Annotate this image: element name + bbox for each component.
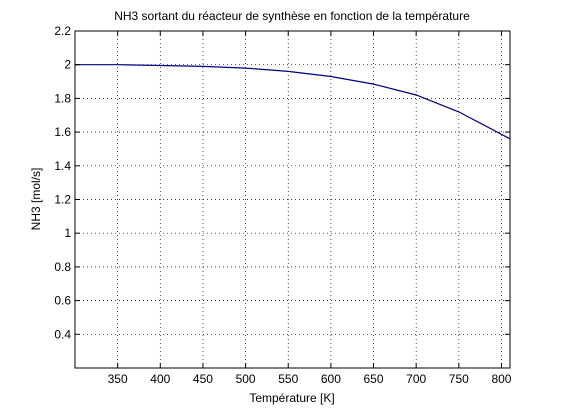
x-tick-label: 700 xyxy=(406,372,426,386)
y-axis-label: NH3 [mol/s] xyxy=(29,168,43,231)
x-tick-label: 800 xyxy=(491,372,511,386)
y-tick-label: 0.8 xyxy=(54,260,71,274)
y-tick-label: 0.4 xyxy=(54,327,71,341)
y-tick-label: 1.8 xyxy=(54,91,71,105)
y-tick-label: 1.6 xyxy=(54,125,71,139)
chart-title: NH3 sortant du réacteur de synthèse en f… xyxy=(114,9,470,23)
y-tick-label: 2.2 xyxy=(54,24,71,38)
y-tick-label: 1.4 xyxy=(54,159,71,173)
x-tick-label: 350 xyxy=(108,372,128,386)
y-tick-label: 0.6 xyxy=(54,294,71,308)
y-tick-label: 1.2 xyxy=(54,193,71,207)
y-tick-label: 1 xyxy=(64,226,71,240)
plot-area xyxy=(75,31,510,368)
x-tick-label: 500 xyxy=(236,372,256,386)
x-axis-label: Température [K] xyxy=(249,391,334,405)
x-tick-label: 550 xyxy=(278,372,298,386)
x-tick-label: 750 xyxy=(449,372,469,386)
y-tick-label: 2 xyxy=(64,58,71,72)
x-tick-label: 400 xyxy=(150,372,170,386)
x-tick-label: 650 xyxy=(364,372,384,386)
x-tick-label: 450 xyxy=(193,372,213,386)
x-tick-label: 600 xyxy=(321,372,341,386)
